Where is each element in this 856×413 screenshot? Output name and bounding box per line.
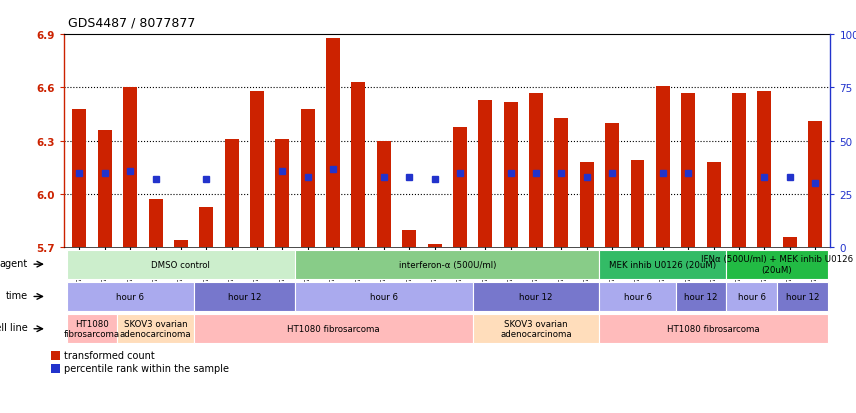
Bar bbox=[67, 314, 117, 344]
Bar bbox=[656, 86, 670, 248]
Text: hour 12: hour 12 bbox=[786, 292, 819, 301]
Bar bbox=[726, 250, 828, 279]
Bar bbox=[758, 92, 771, 248]
Text: hour 12: hour 12 bbox=[228, 292, 261, 301]
Bar bbox=[808, 122, 822, 248]
Bar bbox=[149, 200, 163, 248]
Text: hour 12: hour 12 bbox=[684, 292, 717, 301]
Bar bbox=[250, 92, 264, 248]
Bar bbox=[295, 250, 599, 279]
Bar bbox=[51, 364, 60, 373]
Bar bbox=[681, 94, 695, 248]
Bar bbox=[199, 207, 213, 248]
Bar bbox=[117, 314, 193, 344]
Bar bbox=[224, 140, 239, 248]
Text: HT1080 fibrosarcoma: HT1080 fibrosarcoma bbox=[287, 325, 379, 333]
Bar bbox=[326, 39, 340, 248]
Bar bbox=[580, 163, 594, 248]
Text: agent: agent bbox=[0, 258, 28, 268]
Bar bbox=[428, 244, 442, 248]
Text: transformed count: transformed count bbox=[63, 351, 154, 361]
Bar bbox=[51, 351, 60, 360]
Bar bbox=[73, 109, 86, 248]
Bar bbox=[453, 127, 467, 248]
Text: GDS4487 / 8077877: GDS4487 / 8077877 bbox=[68, 17, 196, 29]
Text: IFNα (500U/ml) + MEK inhib U0126
(20uM): IFNα (500U/ml) + MEK inhib U0126 (20uM) bbox=[701, 255, 853, 274]
Bar bbox=[479, 101, 492, 248]
Bar bbox=[193, 314, 473, 344]
Text: DMSO control: DMSO control bbox=[152, 260, 211, 269]
Bar bbox=[605, 124, 619, 248]
Text: hour 6: hour 6 bbox=[116, 292, 144, 301]
Text: SKOV3 ovarian
adenocarcinoma: SKOV3 ovarian adenocarcinoma bbox=[500, 319, 572, 339]
Text: HT1080 fibrosarcoma: HT1080 fibrosarcoma bbox=[668, 325, 760, 333]
Bar bbox=[123, 88, 137, 248]
Text: hour 6: hour 6 bbox=[623, 292, 651, 301]
Bar bbox=[98, 131, 112, 248]
Bar bbox=[707, 163, 721, 248]
Bar bbox=[473, 314, 599, 344]
Text: SKOV3 ovarian
adenocarcinoma: SKOV3 ovarian adenocarcinoma bbox=[120, 319, 192, 339]
Bar bbox=[599, 250, 726, 279]
Bar bbox=[473, 282, 599, 311]
Bar bbox=[555, 119, 568, 248]
Text: interferon-α (500U/ml): interferon-α (500U/ml) bbox=[399, 260, 496, 269]
Bar bbox=[529, 94, 543, 248]
Bar bbox=[631, 161, 645, 248]
Bar bbox=[300, 109, 315, 248]
Bar bbox=[726, 282, 777, 311]
Text: MEK inhib U0126 (20uM): MEK inhib U0126 (20uM) bbox=[609, 260, 716, 269]
Bar bbox=[377, 142, 391, 248]
Bar bbox=[174, 241, 187, 248]
Bar bbox=[675, 282, 726, 311]
Bar bbox=[402, 230, 416, 248]
Bar bbox=[732, 94, 746, 248]
Text: hour 6: hour 6 bbox=[370, 292, 398, 301]
Text: HT1080
fibrosarcoma: HT1080 fibrosarcoma bbox=[64, 319, 120, 339]
Text: hour 12: hour 12 bbox=[520, 292, 553, 301]
Bar bbox=[276, 140, 289, 248]
Text: percentile rank within the sample: percentile rank within the sample bbox=[63, 363, 229, 373]
Bar bbox=[193, 282, 295, 311]
Text: time: time bbox=[6, 290, 28, 300]
Bar bbox=[503, 102, 518, 248]
Bar bbox=[599, 314, 828, 344]
Bar bbox=[777, 282, 828, 311]
Bar bbox=[295, 282, 473, 311]
Bar bbox=[782, 237, 797, 248]
Text: hour 6: hour 6 bbox=[738, 292, 765, 301]
Bar bbox=[352, 83, 366, 248]
Bar bbox=[599, 282, 675, 311]
Bar bbox=[67, 250, 295, 279]
Text: cell line: cell line bbox=[0, 323, 28, 332]
Bar bbox=[67, 282, 193, 311]
